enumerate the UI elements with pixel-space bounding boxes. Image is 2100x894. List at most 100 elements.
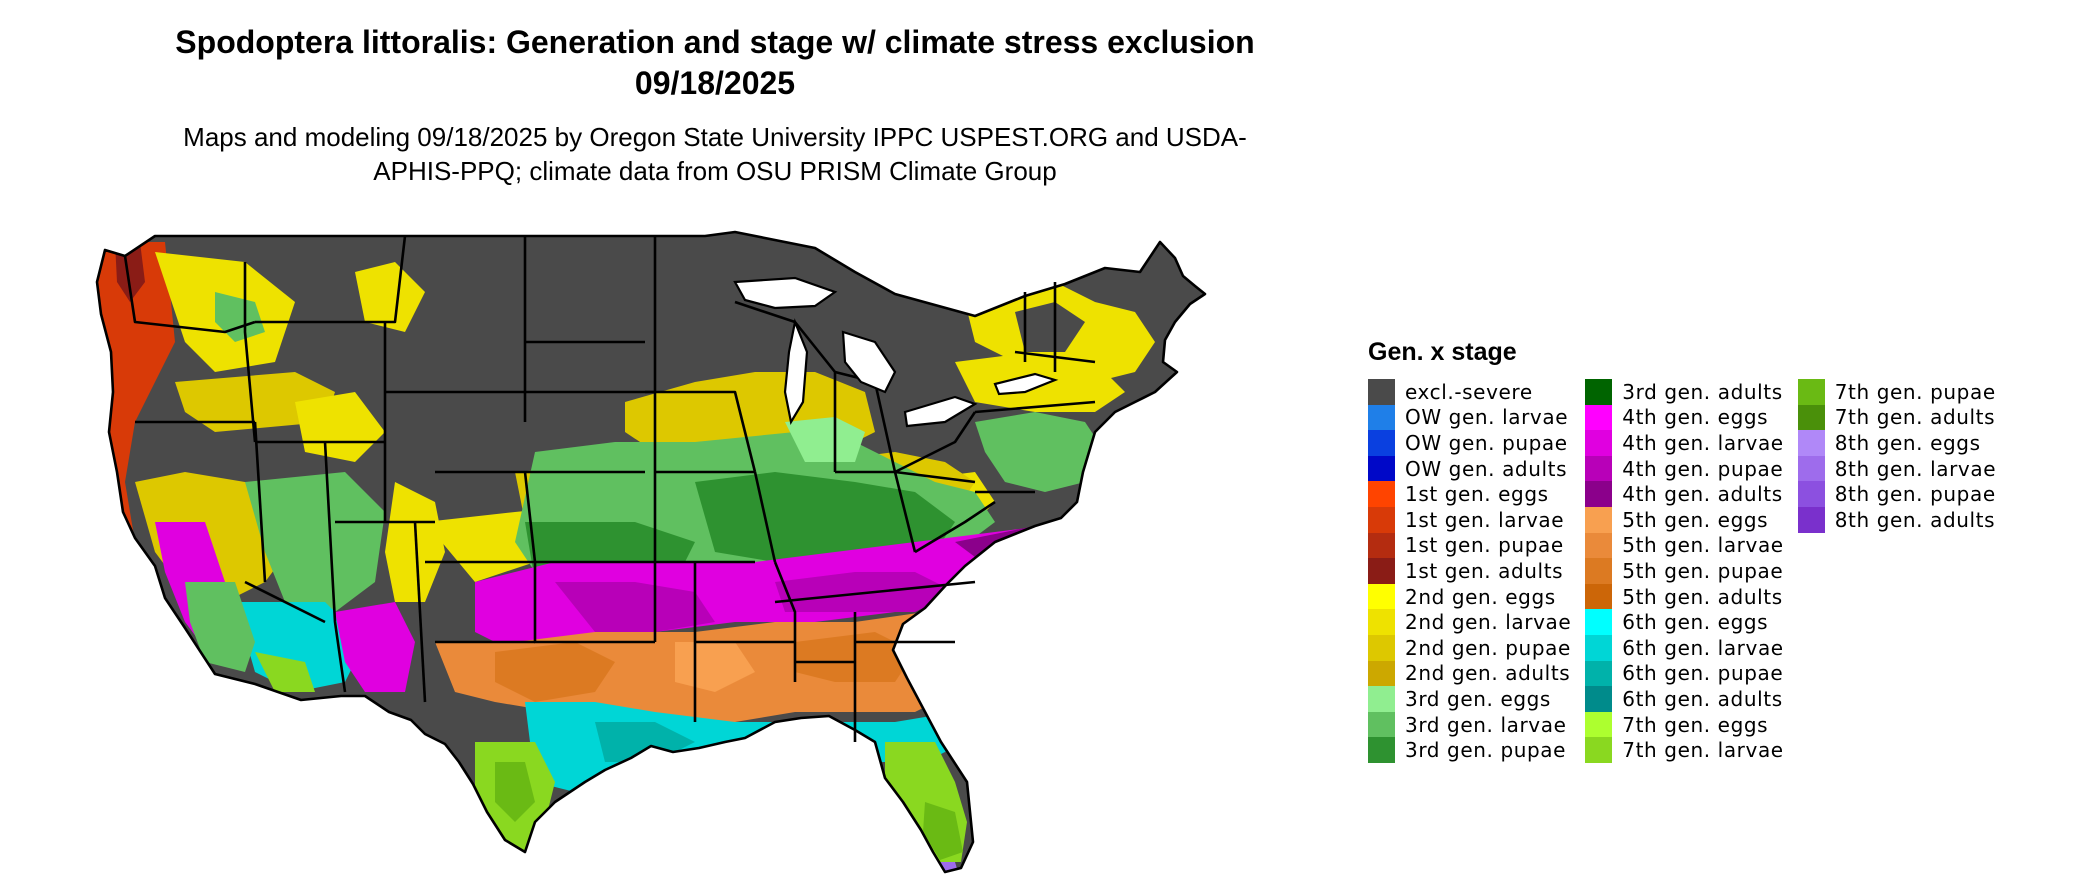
- legend-item: 7th gen. pupae: [1797, 379, 1996, 405]
- legend-swatch: [1368, 711, 1395, 738]
- legend-item: 4th gen. adults: [1585, 481, 1783, 507]
- legend-label: 5th gen. pupae: [1622, 558, 1784, 583]
- legend-swatch: [1368, 532, 1395, 559]
- legend-label: 6th gen. larvae: [1622, 635, 1784, 660]
- legend-swatch: [1797, 379, 1825, 405]
- legend-item: 3rd gen. eggs: [1368, 686, 1571, 712]
- legend-label: 6th gen. adults: [1622, 686, 1783, 711]
- legend-swatch: [1585, 660, 1613, 687]
- legend-item: 8th gen. adults: [1797, 506, 1996, 533]
- legend-column: 3rd gen. adults 4th gen. eggs 4th gen. lar…: [1585, 379, 1783, 763]
- legend-item: 6th gen. adults: [1585, 686, 1783, 712]
- legend-column: excl.-severe OW gen. larvae OW gen. pupae O…: [1368, 379, 1571, 763]
- legend-label: 4th gen. pupae: [1622, 456, 1784, 481]
- legend-label: 1st gen. larvae: [1405, 507, 1565, 532]
- legend-item: 2nd gen. adults: [1368, 660, 1571, 687]
- legend-swatch: [1585, 379, 1613, 405]
- legend-label: 4th gen. larvae: [1622, 430, 1784, 455]
- legend-label: 7th gen. adults: [1834, 405, 1996, 430]
- legend-swatch: [1368, 430, 1395, 456]
- legend-label: 1st gen. adults: [1405, 558, 1564, 583]
- legend-label: OW gen. adults: [1405, 456, 1568, 481]
- legend-swatch: [1368, 686, 1395, 712]
- legend-title: Gen. x stage: [1368, 338, 1517, 366]
- legend-swatch: [1585, 737, 1613, 763]
- legend-swatch: [1797, 430, 1825, 456]
- legend-item: 2nd gen. pupae: [1368, 634, 1571, 661]
- legend-swatch: [1368, 481, 1395, 507]
- legend-item: 5th gen. larvae: [1585, 532, 1783, 559]
- map-subtitle: Maps and modeling 09/18/2025 by Oregon S…: [183, 122, 1247, 186]
- legend-item: 4th gen. eggs: [1585, 404, 1783, 431]
- legend-swatch: [1585, 634, 1613, 661]
- legend-swatch: [1585, 711, 1613, 738]
- legend-item: 7th gen. eggs: [1585, 711, 1783, 738]
- legend-item: OW gen. pupae: [1368, 430, 1571, 456]
- legend-item: 4th gen. pupae: [1585, 455, 1784, 482]
- legend-label: 2nd gen. pupae: [1405, 635, 1571, 660]
- legend-item: 5th gen. eggs: [1585, 506, 1783, 533]
- legend-swatch: [1585, 455, 1613, 482]
- legend-item: 1st gen. eggs: [1368, 481, 1571, 507]
- legend-label: 3rd gen. larvae: [1405, 712, 1567, 737]
- legend-label: OW gen. pupae: [1405, 430, 1568, 455]
- legend-label: 7th gen. larvae: [1622, 738, 1784, 763]
- legend-item: 3rd gen. adults: [1585, 379, 1783, 405]
- legend-item: OW gen. adults: [1368, 455, 1571, 482]
- legend-item: 1st gen. larvae: [1368, 506, 1571, 533]
- legend-item: 1st gen. adults: [1368, 558, 1571, 584]
- legend-item: 2nd gen. eggs: [1368, 583, 1571, 610]
- legend-label: 2nd gen. adults: [1405, 661, 1571, 686]
- legend-label: 5th gen. eggs: [1622, 507, 1769, 532]
- legend-item: 3rd gen. pupae: [1368, 737, 1571, 763]
- legend-column: 7th gen. pupae 7th gen. adults 8th gen. eg…: [1797, 379, 1997, 763]
- legend-item: 7th gen. larvae: [1585, 737, 1783, 763]
- legend-item: 8th gen. eggs: [1797, 430, 1996, 456]
- legend-swatch: [1585, 481, 1613, 507]
- legend-item: 6th gen. eggs: [1585, 609, 1783, 635]
- legend-swatch: [1585, 609, 1613, 635]
- legend-label: 8th gen. adults: [1834, 507, 1996, 532]
- legend-item: 5th gen. pupae: [1585, 558, 1783, 584]
- legend-item: 4th gen. larvae: [1585, 430, 1783, 456]
- legend-swatch: [1368, 737, 1395, 763]
- legend-item: 7th gen. adults: [1797, 404, 1996, 431]
- legend-label: 8th gen. eggs: [1834, 430, 1981, 455]
- legend-item: excl.-severe: [1368, 379, 1571, 405]
- legend-label: 6th gen. pupae: [1622, 661, 1784, 686]
- legend-item: 5th gen. adults: [1585, 583, 1783, 610]
- legend-label: 1st gen. pupae: [1405, 533, 1564, 558]
- legend-label: 6th gen. eggs: [1622, 610, 1769, 635]
- legend-label: 2nd gen. eggs: [1405, 584, 1556, 609]
- legend-label: 7th gen. eggs: [1622, 712, 1769, 737]
- legend-item: 6th gen. larvae: [1585, 634, 1784, 661]
- legend-swatch: [1585, 506, 1613, 533]
- legend-item: 8th gen. larvae: [1797, 455, 1997, 482]
- legend-swatch: [1368, 455, 1395, 482]
- legend-item: 2nd gen. larvae: [1368, 609, 1571, 635]
- legend-label: 3rd gen. pupae: [1405, 738, 1567, 763]
- legend-swatch: [1368, 506, 1395, 533]
- legend-swatch: [1585, 558, 1613, 584]
- legend-item: OW gen. larvae: [1368, 404, 1571, 431]
- legend-swatch: [1585, 430, 1613, 456]
- legend-swatch: [1368, 379, 1395, 405]
- legend-columns: excl.-severe OW gen. larvae OW gen. pupae O…: [1368, 379, 2010, 763]
- legend-item: 1st gen. pupae: [1368, 532, 1571, 559]
- legend-swatch: [1797, 481, 1825, 507]
- legend-label: 5th gen. adults: [1622, 584, 1783, 609]
- legend-swatch: [1368, 660, 1395, 687]
- legend-swatch: [1585, 404, 1613, 431]
- legend-label: 7th gen. pupae: [1834, 379, 1996, 404]
- legend-swatch: [1585, 532, 1613, 559]
- legend-swatch: [1585, 583, 1613, 610]
- map-title: Spodoptera littoralis: Generation and st…: [175, 24, 1255, 101]
- legend-label: 2nd gen. larvae: [1405, 610, 1572, 635]
- legend-swatch: [1797, 455, 1825, 482]
- legend-label: 4th gen. adults: [1622, 482, 1783, 507]
- legend-item: 6th gen. pupae: [1585, 660, 1784, 687]
- legend: Gen. x stage excl.-severe OW gen. larvae O…: [1368, 338, 2010, 763]
- legend-label: 4th gen. eggs: [1622, 405, 1769, 430]
- legend-label: 8th gen. larvae: [1834, 456, 1997, 481]
- legend-item: 8th gen. pupae: [1797, 481, 1996, 507]
